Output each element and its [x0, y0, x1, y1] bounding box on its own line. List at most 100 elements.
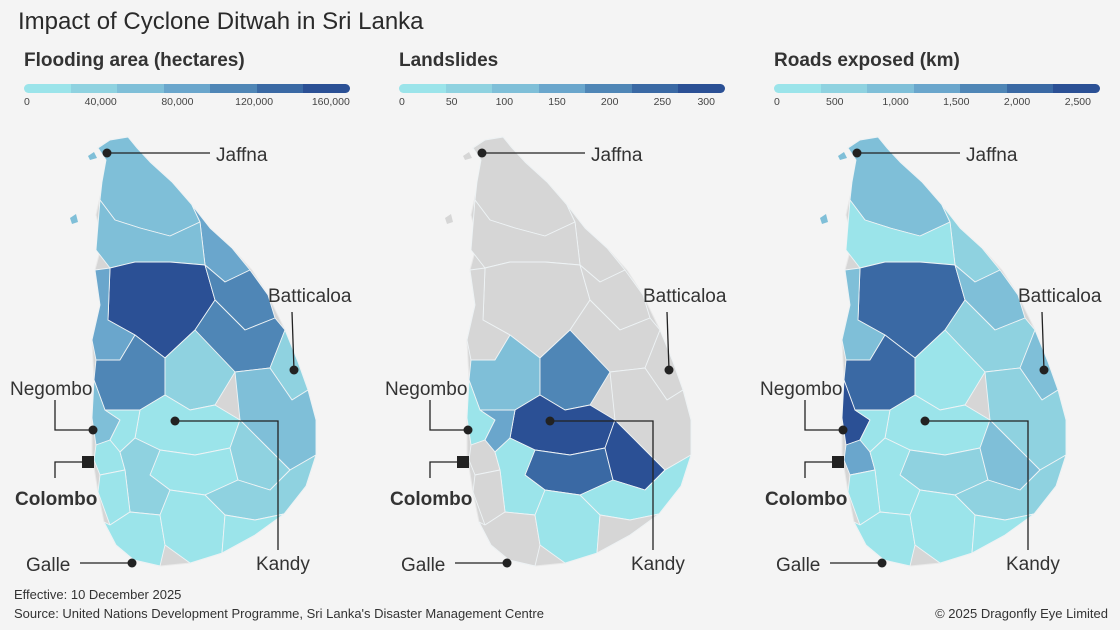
kandy-leader-line — [925, 420, 1029, 550]
roads-ticks: 0 500 1,000 1,500 2,000 2,500 — [774, 96, 1091, 110]
colombo-leader-line — [429, 461, 463, 478]
kandy-label: Kandy — [1006, 554, 1060, 575]
legend-tick-label: 250 — [653, 96, 672, 108]
negombo-leader-line — [429, 400, 468, 431]
colombo-label: Colombo — [390, 489, 472, 510]
kandy-leader-line — [550, 420, 654, 550]
galle-marker — [877, 558, 887, 568]
flooding-ticks: 0 40,000 80,000 120,000 160,000 — [24, 96, 350, 110]
legend-tick-label: 1,000 — [882, 96, 909, 108]
legend-tick-label: 500 — [826, 96, 844, 108]
roads-map: Jaffna Batticaloa Negombo Colombo Kandy Galle — [760, 136, 1102, 576]
galle-label: Galle — [26, 555, 70, 576]
legend-tick-label: 1,500 — [943, 96, 970, 108]
colombo-leader-line — [804, 461, 838, 478]
legend-tick-label: 80,000 — [161, 96, 194, 108]
legend-tick-label: 100 — [495, 96, 514, 108]
colombo-capital-marker — [457, 456, 469, 468]
colombo-leader-line — [54, 461, 88, 478]
kandy-label: Kandy — [631, 554, 685, 575]
legend-swatch — [631, 84, 679, 93]
batticaloa-leader-line — [1041, 311, 1045, 371]
batticaloa-label: Batticaloa — [268, 286, 352, 307]
district-galle — [478, 511, 541, 567]
flooding-legend — [24, 84, 350, 93]
island-islet — [463, 152, 472, 160]
flooding-panel: Flooding area (hectares) 0 40,000 80,000 12… — [0, 0, 360, 590]
legend-tick-label: 0 — [399, 96, 405, 108]
island-islet — [838, 152, 847, 160]
legend-tick-label: 50 — [445, 96, 458, 108]
legend-swatch — [585, 84, 632, 93]
island-islet — [88, 152, 97, 160]
galle-label: Galle — [776, 555, 820, 576]
legend-swatch — [1053, 84, 1100, 93]
kandy-label: Kandy — [256, 554, 310, 575]
legend-tick-label: 40,000 — [84, 96, 117, 108]
negombo-marker — [838, 425, 848, 435]
mannar-islet — [820, 214, 828, 224]
jaffna-label: Jaffna — [591, 145, 643, 166]
legend-swatch — [24, 84, 71, 93]
mannar-islet — [70, 214, 78, 224]
legend-tick-label: 0 — [24, 96, 30, 108]
page-title: Impact of Cyclone Ditwah in Sri Lanka — [18, 8, 424, 35]
batticaloa-leader-line — [291, 311, 295, 371]
jaffna-marker — [852, 148, 862, 158]
galle-marker — [127, 558, 137, 568]
district-galle — [103, 511, 166, 567]
legend-swatch — [678, 84, 725, 93]
landslides-legend — [399, 84, 725, 93]
legend-swatch — [960, 84, 1007, 93]
galle-marker — [502, 558, 512, 568]
negombo-label: Negombo — [385, 379, 467, 400]
legend-swatch — [163, 84, 211, 93]
legend-swatch — [774, 84, 821, 93]
kandy-marker — [170, 416, 180, 426]
batticaloa-leader-line — [666, 311, 670, 371]
colombo-label: Colombo — [15, 489, 97, 510]
legend-swatch — [117, 84, 164, 93]
legend-swatch — [867, 84, 914, 93]
jaffna-marker — [102, 148, 112, 158]
negombo-marker — [463, 425, 473, 435]
kandy-marker — [920, 416, 930, 426]
kandy-leader-line — [175, 420, 279, 550]
batticaloa-label: Batticaloa — [643, 286, 727, 307]
landslides-ticks: 0 50 100 150 200 250 300 — [399, 96, 715, 110]
legend-tick-label: 300 — [697, 96, 715, 108]
legend-swatch — [492, 84, 539, 93]
negombo-leader-line — [54, 400, 93, 431]
landslides-panel: Landslides 0 50 100 150 200 250 300 Jaffna Batt… — [375, 0, 735, 590]
legend-tick-label: 120,000 — [235, 96, 274, 108]
legend-tick-label: 2,500 — [1064, 96, 1091, 108]
legend-swatch — [1006, 84, 1054, 93]
colombo-label: Colombo — [765, 489, 847, 510]
flooding-map: Jaffna Batticaloa Negombo Colombo Kandy Galle — [10, 136, 352, 576]
flooding-title: Flooding area (hectares) — [24, 50, 245, 71]
legend-swatch — [399, 84, 446, 93]
landslides-map: Jaffna Batticaloa Negombo Colombo Kandy Galle — [385, 136, 727, 576]
jaffna-marker — [477, 148, 487, 158]
roads-legend — [774, 84, 1100, 93]
landslides-title: Landslides — [399, 50, 499, 71]
legend-tick-label: 0 — [774, 96, 780, 108]
legend-tick-label: 160,000 — [311, 96, 350, 108]
jaffna-label: Jaffna — [966, 145, 1018, 166]
copyright: © 2025 Dragonfly Eye Limited — [935, 606, 1108, 621]
legend-swatch — [820, 84, 868, 93]
batticaloa-label: Batticaloa — [1018, 286, 1102, 307]
colombo-capital-marker — [832, 456, 844, 468]
legend-swatch — [538, 84, 586, 93]
district-hamb — [221, 513, 285, 554]
batticaloa-marker — [1039, 365, 1049, 375]
kandy-marker — [545, 416, 555, 426]
jaffna-label: Jaffna — [216, 145, 268, 166]
legend-swatch — [70, 84, 118, 93]
source-note: Source: United Nations Development Progr… — [14, 606, 544, 621]
colombo-capital-marker — [82, 456, 94, 468]
legend-tick-label: 200 — [600, 96, 619, 108]
galle-label: Galle — [401, 555, 445, 576]
legend-swatch — [303, 84, 350, 93]
roads-panel: Roads exposed (km) 0 500 1,000 1,500 2,000 2,… — [750, 0, 1110, 590]
